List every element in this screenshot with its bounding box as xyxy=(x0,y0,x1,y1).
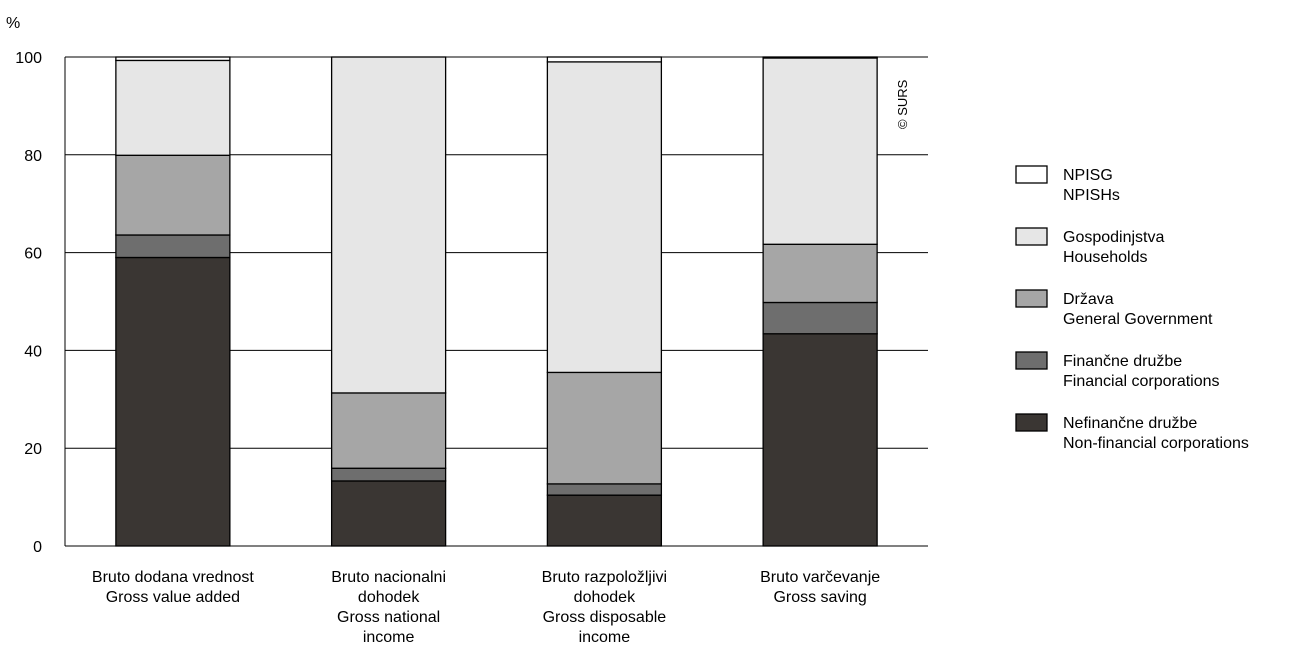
legend-swatch xyxy=(1015,413,1048,432)
legend-label: General Government xyxy=(1063,311,1213,328)
category-label: Bruto razpoložljivi xyxy=(542,569,667,586)
bar-segment xyxy=(115,56,231,62)
bar-segment xyxy=(115,234,231,259)
bar-segment xyxy=(546,56,663,63)
bar-segment xyxy=(546,371,663,485)
legend-label: NPISG xyxy=(1063,167,1113,184)
legend-label: Finančne družbe xyxy=(1063,353,1182,370)
y-tick-label: 80 xyxy=(24,148,42,165)
legend-label: Gospodinjstva xyxy=(1063,229,1164,246)
legend: NPISG NPISHs Gospodinjstva Households Država… xyxy=(1015,165,1249,452)
bar-segment xyxy=(762,333,878,547)
bar-segment xyxy=(115,154,231,236)
legend-swatch xyxy=(1015,227,1048,246)
legend-label: Non-financial corporations xyxy=(1063,435,1249,452)
y-tick-label: 0 xyxy=(33,539,42,556)
bar-segment xyxy=(115,59,231,156)
y-tick-label: 40 xyxy=(24,343,42,360)
category-label: Bruto nacionalni xyxy=(331,569,446,586)
category-label: Gross national xyxy=(337,609,440,626)
category-label: income xyxy=(363,629,415,646)
bar-segment xyxy=(546,494,663,547)
tick-labels: 0 20 40 60 80 100 xyxy=(15,50,42,556)
bars xyxy=(115,56,878,547)
legend-label: Households xyxy=(1063,249,1148,266)
category-label: Bruto dodana vrednost xyxy=(92,569,254,586)
category-label: Gross value added xyxy=(106,589,240,606)
bar-segment xyxy=(330,392,447,469)
bar-segment xyxy=(762,243,878,304)
bar-segment xyxy=(762,301,878,335)
bar-segment xyxy=(762,57,878,245)
category-label: dohodek xyxy=(358,589,420,606)
bar-segment xyxy=(115,256,231,547)
bar-segment xyxy=(330,480,447,547)
bar-segment xyxy=(546,483,663,496)
y-unit-label: % xyxy=(6,15,20,32)
category-label: Gross disposable xyxy=(543,609,667,626)
bar-segment xyxy=(330,56,447,394)
category-label: Bruto varčevanje xyxy=(760,569,880,586)
legend-swatch xyxy=(1015,165,1048,184)
legend-label: NPISHs xyxy=(1063,187,1120,204)
bar-segment xyxy=(546,61,663,374)
legend-swatch xyxy=(1015,289,1048,308)
y-tick-label: 20 xyxy=(24,441,42,458)
legend-label: Država xyxy=(1063,291,1114,308)
legend-label: Nefinančne družbe xyxy=(1063,415,1197,432)
category-label: dohodek xyxy=(574,589,636,606)
legend-swatch xyxy=(1015,351,1048,370)
bar-segment xyxy=(330,467,447,482)
watermark-text: © SURS xyxy=(895,79,910,129)
category-label: Gross saving xyxy=(773,589,866,606)
category-label: income xyxy=(579,629,631,646)
legend-label: Financial corporations xyxy=(1063,373,1220,390)
y-tick-label: 100 xyxy=(15,50,42,67)
y-tick-label: 60 xyxy=(24,246,42,263)
category-labels: Bruto dodana vrednost Gross value added Br… xyxy=(92,569,880,646)
bar-segment xyxy=(762,56,878,59)
